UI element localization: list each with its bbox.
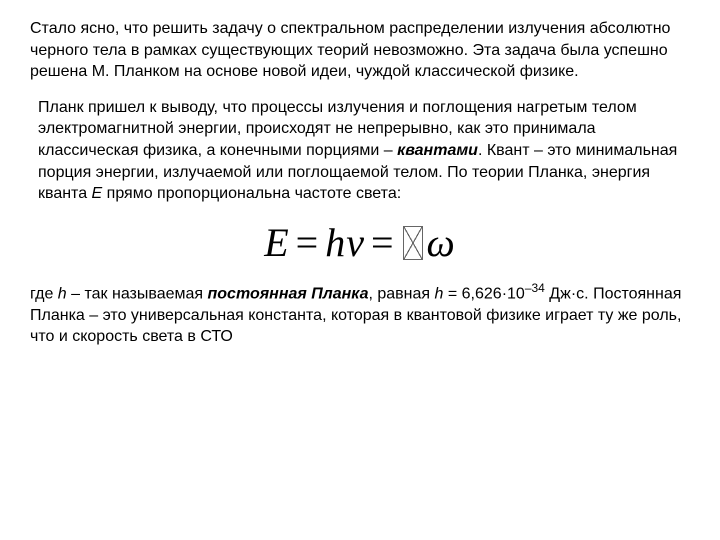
exponent: –34 xyxy=(525,281,545,295)
paragraph-intro: Стало ясно, что решить задачу о спектрал… xyxy=(30,18,690,83)
term-quanta: квантами xyxy=(397,142,478,159)
text: Стало ясно, что решить задачу о спектрал… xyxy=(30,20,670,80)
text: , равная xyxy=(368,285,434,302)
term-planck-constant: постоянная Планка xyxy=(208,285,369,302)
paragraph-planck-constant: где h – так называемая постоянная Планка… xyxy=(30,280,690,348)
text: = 6,626·10 xyxy=(443,285,524,302)
formula-nu: ν xyxy=(346,220,365,265)
equals-1: = xyxy=(290,220,326,265)
paragraph-planck-quanta: Планк пришел к выводу, что процессы излу… xyxy=(38,97,690,205)
equals-2: = xyxy=(365,220,401,265)
formula-h: h xyxy=(325,220,346,265)
text: где xyxy=(30,285,58,302)
symbol-E: E xyxy=(92,185,103,202)
missing-glyph-icon xyxy=(403,226,423,260)
text: – так называемая xyxy=(67,285,208,302)
formula-E: E xyxy=(264,220,289,265)
energy-formula: E=hν=ω xyxy=(264,220,456,265)
document-page: Стало ясно, что решить задачу о спектрал… xyxy=(0,0,720,540)
symbol-h: h xyxy=(58,285,67,302)
text: прямо пропорциональна частоте света: xyxy=(102,185,401,202)
formula-omega: ω xyxy=(427,220,456,265)
formula-row: E=hν=ω xyxy=(30,219,690,266)
